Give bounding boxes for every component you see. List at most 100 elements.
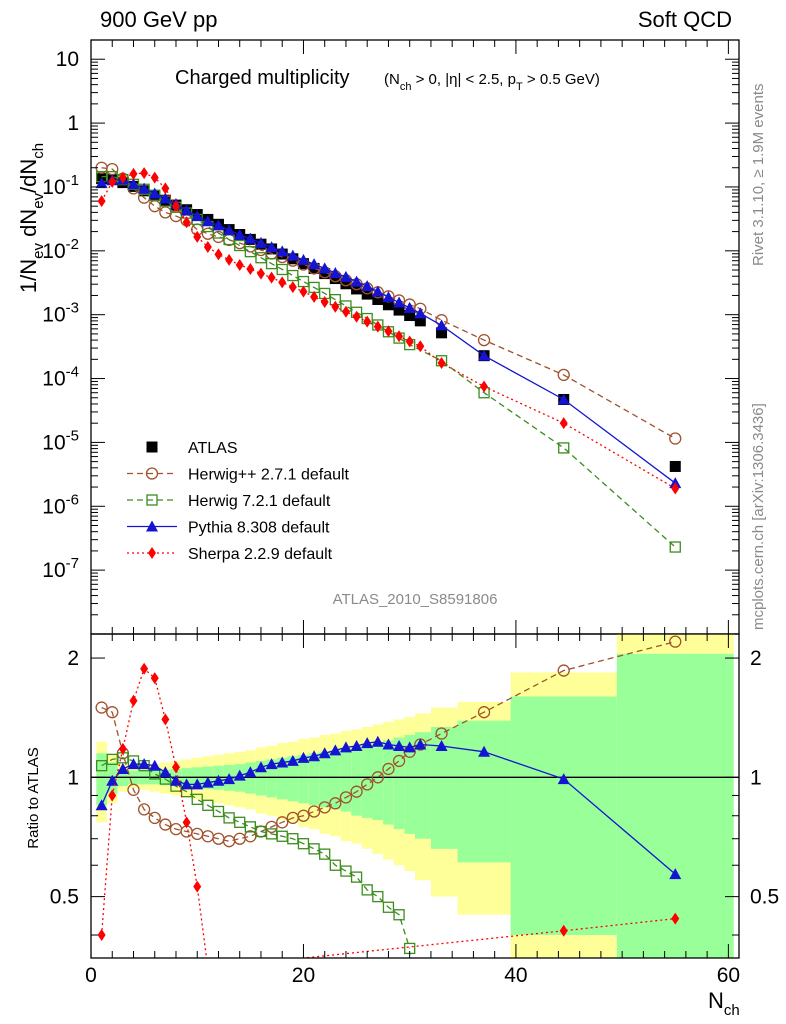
ratio-point (129, 694, 138, 707)
y-tick-label-ratio-right: 2 (750, 647, 762, 670)
legend-label: Herwig++ 2.7.1 default (188, 467, 350, 484)
data-point (234, 239, 246, 252)
error-band-inner (372, 743, 384, 821)
data-point (287, 269, 299, 282)
data-point (320, 295, 329, 308)
data-point (203, 240, 212, 253)
y-tick-label-main: 10 (56, 48, 79, 71)
legend-label: ATLAS (188, 440, 238, 457)
legend-marker (148, 547, 156, 559)
y-tick-label-ratio-left: 0.5 (50, 886, 79, 909)
data-point (405, 335, 414, 348)
data-point (436, 327, 448, 339)
main-ticks: 10 1 10-1 10-2 10-3 10-4 10-5 10-6 10-7 (42, 39, 739, 635)
data-point (558, 442, 570, 454)
ratio-point (191, 793, 203, 805)
ratio-point (339, 791, 353, 804)
ratio-point (233, 769, 246, 781)
ratio-point (222, 835, 236, 848)
series-line (101, 172, 676, 490)
data-point (276, 245, 289, 257)
y-tick-label-ratio-right: 1 (750, 766, 762, 789)
ratio-point (159, 766, 172, 778)
data-point (193, 230, 202, 243)
ratio-point (319, 848, 331, 860)
main-plot: 10 1 10-1 10-2 10-3 10-4 10-5 10-6 10-7 (42, 39, 740, 635)
ratio-point (223, 773, 236, 785)
data-point (331, 300, 340, 313)
analysis-id: ATLAS_2010_S8591806 (333, 591, 498, 608)
error-band-inner (255, 760, 267, 796)
ratio-point (382, 738, 395, 750)
ratio-point (276, 756, 289, 768)
data-point (318, 262, 331, 274)
error-band-inner (510, 696, 617, 936)
ratio-point (150, 672, 159, 685)
legend-marker (145, 467, 159, 480)
main-frame (90, 39, 740, 635)
data-point (340, 278, 352, 290)
y-tick-label-ratio-right: 0.5 (750, 886, 779, 909)
legend-marker (146, 494, 158, 506)
data-point (286, 249, 299, 261)
error-band-inner (298, 754, 309, 804)
data-point (95, 177, 108, 189)
data-point (363, 315, 372, 328)
y-tick-label-main: 1 (67, 112, 79, 135)
ratio-point (393, 739, 406, 751)
legend: ATLAS Herwig++ 2.7.1 default Herwig 7.2.1 … (127, 440, 350, 563)
ratio-point (148, 759, 161, 771)
ratio-point (671, 912, 680, 925)
y-tick-label-ratio-left: 1 (67, 766, 79, 789)
ratio-point (148, 811, 161, 825)
data-point (351, 283, 363, 295)
ratio-point (297, 751, 310, 763)
ratio-point (116, 762, 129, 774)
data-point (393, 304, 405, 316)
main-data (95, 161, 682, 553)
data-point (382, 291, 395, 303)
ratio-series-herwig (95, 752, 416, 955)
y-tick-label-main: 10-7 (42, 555, 79, 582)
legend-label: Herwig 7.2.1 default (188, 493, 331, 510)
error-band-inner (330, 750, 341, 810)
data-point (404, 310, 416, 322)
data-point (416, 340, 425, 353)
y-tick-label-main: 10-1 (42, 172, 79, 199)
ratio-point (382, 762, 395, 776)
ratio-point (106, 774, 119, 786)
legend-marker (146, 441, 158, 453)
ratio-point (318, 747, 331, 759)
error-band-inner (404, 734, 415, 834)
data-point (559, 417, 568, 430)
ratio-point (140, 662, 149, 675)
ratio-point (557, 664, 570, 677)
ratio-point (329, 744, 342, 756)
x-tick-label: 60 (717, 964, 740, 987)
data-point (671, 482, 680, 495)
error-band-inner (266, 759, 277, 798)
data-point (276, 263, 288, 276)
x-tick-label: 20 (292, 964, 315, 987)
data-point (138, 182, 151, 194)
y-tick-label-main: 10-3 (42, 300, 79, 327)
data-point (669, 460, 681, 472)
ratio-point (414, 738, 427, 750)
data-point (127, 178, 140, 190)
error-band-inner (616, 653, 734, 958)
data-point (480, 380, 489, 393)
error-band-inner (383, 740, 394, 825)
data-point (214, 248, 223, 261)
ratio-point (108, 789, 117, 802)
error-band-inner (415, 732, 431, 839)
data-point (171, 200, 180, 213)
header-left: 900 GeV pp (100, 7, 217, 32)
ratio-point (361, 778, 374, 791)
error-band-inner (245, 762, 256, 794)
chart-title-cuts: (Nch > 0, |η| < 2.5, pT > 0.5 GeV) (384, 71, 600, 93)
data-point (235, 258, 244, 271)
ratio-point (361, 737, 374, 749)
data-point (352, 310, 361, 323)
data-point (255, 252, 267, 264)
